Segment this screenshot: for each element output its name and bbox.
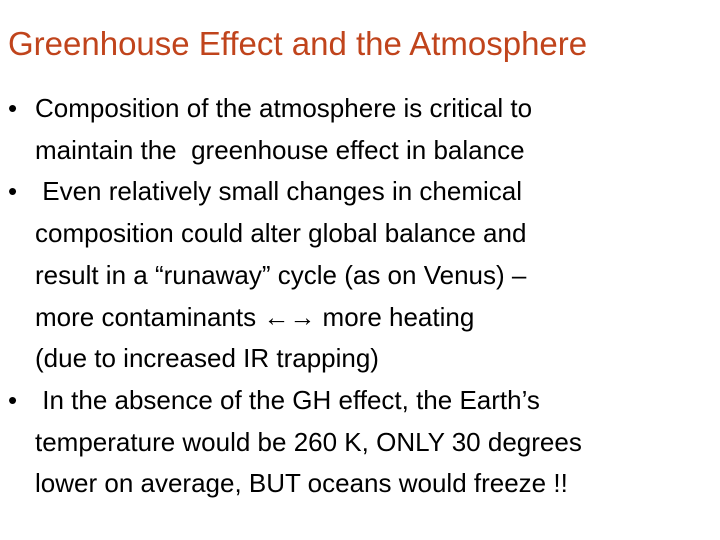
- bullet-text-line: more contaminants ←→ more heating: [35, 301, 475, 332]
- bullet-text-line: Composition of the atmosphere is critica…: [35, 93, 533, 123]
- bullet-text-line: (due to increased IR trapping): [35, 343, 379, 374]
- bullet-text-line: Even relatively small changes in chemica…: [35, 176, 522, 207]
- bullet-text-line: composition could alter global balance a…: [35, 218, 527, 249]
- bullet-text-line: temperature would be 260 K, ONLY 30 degr…: [35, 426, 582, 457]
- bullet-marker: •: [8, 93, 18, 123]
- bullet-marker: •: [8, 384, 18, 415]
- bullet-text-line: result in a “runaway” cycle (as on Venus…: [35, 259, 527, 290]
- slide-title: Greenhouse Effect and the Atmosphere: [8, 25, 588, 62]
- bullet-marker: •: [8, 176, 18, 207]
- bullet-text-line: In the absence of the GH effect, the Ear…: [35, 384, 540, 415]
- bullet-text-line: maintain the greenhouse effect in balanc…: [35, 134, 525, 165]
- bullet-text-line: lower on average, BUT oceans would freez…: [35, 468, 568, 499]
